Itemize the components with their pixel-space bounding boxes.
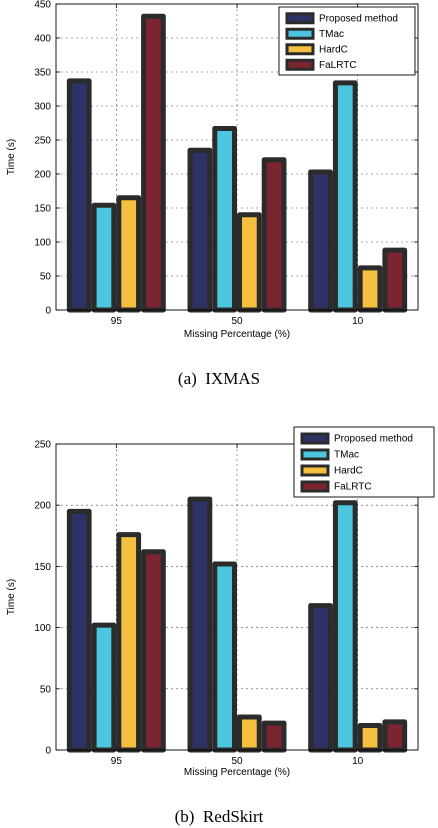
figure-caption: (b) RedSkirt bbox=[175, 807, 264, 826]
bar bbox=[237, 212, 262, 313]
x-axis-label: Missing Percentage (%) bbox=[184, 767, 290, 778]
x-tick-label: 10 bbox=[352, 316, 364, 327]
legend-swatch bbox=[285, 12, 315, 25]
bar bbox=[382, 247, 408, 313]
legend-label: HardC bbox=[319, 44, 348, 55]
x-tick-label: 95 bbox=[111, 316, 123, 327]
y-tick-label: 0 bbox=[45, 746, 51, 757]
x-tick-label: 95 bbox=[111, 756, 123, 767]
legend-label: FaLRTC bbox=[334, 482, 372, 493]
bar bbox=[237, 714, 262, 753]
bar bbox=[261, 720, 287, 753]
bar bbox=[332, 80, 358, 313]
legend-label: TMac bbox=[319, 29, 344, 40]
y-tick-label: 50 bbox=[40, 684, 52, 695]
legend-label: Proposed method bbox=[319, 13, 398, 24]
y-axis-label: Time (s) bbox=[6, 579, 17, 615]
legend-swatch bbox=[300, 448, 330, 461]
bar bbox=[141, 549, 166, 753]
bar bbox=[382, 719, 408, 753]
y-tick-label: 50 bbox=[40, 272, 52, 283]
legend-swatch bbox=[300, 464, 330, 477]
chart-panel-1: 0 50 100 150 200 250 95 50 10 Proposed method TMac… bbox=[6, 426, 435, 826]
bar bbox=[187, 147, 213, 313]
legend-label: Proposed method bbox=[334, 434, 413, 445]
y-tick-label: 100 bbox=[34, 238, 51, 249]
axes-frame bbox=[55, 3, 419, 311]
bar bbox=[116, 195, 142, 313]
x-tick-label: 10 bbox=[352, 756, 364, 767]
y-tick-label: 150 bbox=[34, 204, 51, 215]
y-tick-label: 400 bbox=[34, 34, 51, 45]
y-tick-label: 250 bbox=[34, 136, 51, 147]
bar bbox=[261, 157, 287, 313]
bar bbox=[212, 561, 238, 753]
y-tick-label: 250 bbox=[34, 440, 51, 451]
bar bbox=[308, 169, 333, 313]
legend-label: HardC bbox=[334, 466, 363, 477]
y-tick-label: 0 bbox=[45, 306, 51, 317]
bar bbox=[212, 125, 238, 313]
bar bbox=[91, 202, 117, 313]
y-axis-label: Time (s) bbox=[6, 139, 17, 175]
legend-swatch bbox=[285, 58, 315, 71]
bar bbox=[332, 500, 358, 753]
legend-swatch bbox=[300, 480, 330, 493]
y-tick-label: 100 bbox=[34, 623, 51, 634]
legend: Proposed method TMac HardC FaLRTC bbox=[278, 6, 416, 76]
legend-label: TMac bbox=[334, 450, 359, 461]
axes-frame bbox=[55, 443, 419, 751]
legend: Proposed method TMac HardC FaLRTC bbox=[293, 426, 435, 498]
y-tick-label: 150 bbox=[34, 562, 51, 573]
y-tick-label: 200 bbox=[34, 501, 51, 512]
x-axis-label: Missing Percentage (%) bbox=[184, 329, 290, 340]
bar bbox=[141, 13, 166, 313]
legend-label: FaLRTC bbox=[319, 60, 357, 71]
bar bbox=[91, 622, 117, 753]
figure-caption: (a) IXMAS bbox=[178, 369, 260, 388]
bar bbox=[357, 265, 383, 313]
y-tick-label: 300 bbox=[34, 102, 51, 113]
x-tick-label: 50 bbox=[231, 756, 243, 767]
x-tick-label: 50 bbox=[231, 316, 243, 327]
legend-swatch bbox=[285, 27, 315, 40]
y-tick-label: 200 bbox=[34, 170, 51, 181]
y-tick-label: 450 bbox=[34, 0, 51, 11]
legend-swatch bbox=[285, 43, 315, 56]
bar bbox=[357, 723, 383, 753]
y-tick-label: 350 bbox=[34, 68, 51, 79]
bar bbox=[116, 532, 142, 753]
bar bbox=[308, 603, 333, 753]
bar bbox=[66, 508, 92, 753]
bar bbox=[66, 78, 92, 313]
bar bbox=[187, 496, 213, 753]
legend-swatch bbox=[300, 432, 330, 445]
chart-panel-0: 0 50 100 150 200 250 300 350 400 450 95 50 10 Propose… bbox=[6, 0, 419, 388]
